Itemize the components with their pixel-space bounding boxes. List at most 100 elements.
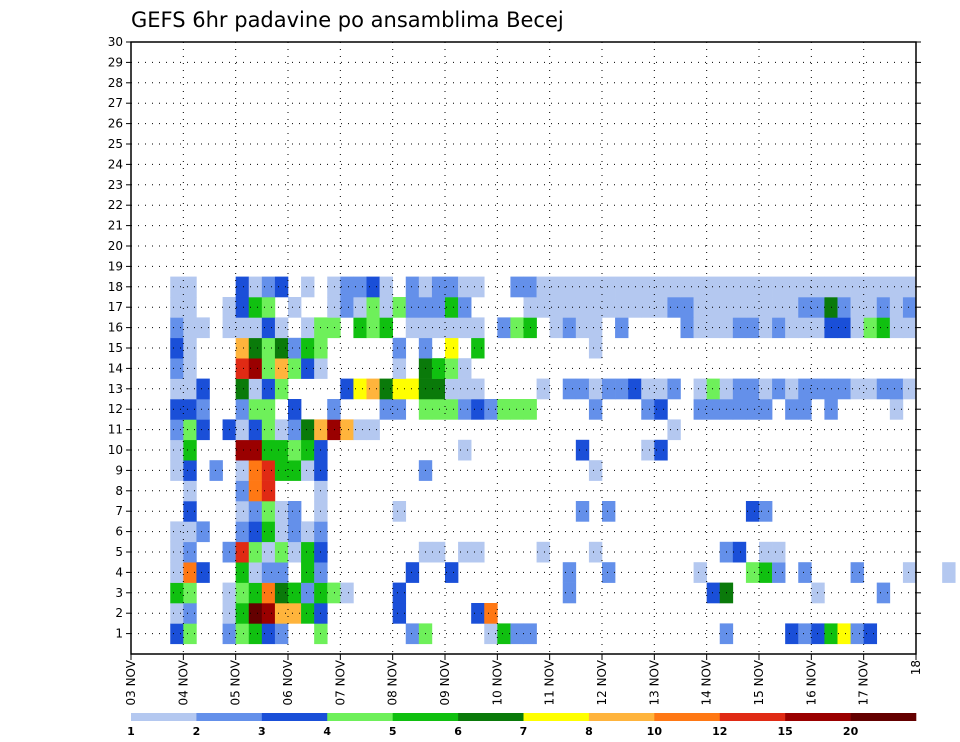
colorbar-swatch [719, 713, 786, 721]
heatmap-cell [235, 623, 250, 645]
heatmap-cell [706, 378, 721, 400]
heatmap-cell [654, 276, 668, 298]
heatmap-cell [248, 337, 263, 359]
heatmap-cell [445, 297, 459, 318]
heatmap-cell [235, 399, 250, 420]
heatmap-cell [850, 276, 864, 298]
heatmap-cell [235, 358, 250, 379]
heatmap-cell [745, 297, 760, 318]
colorbar-label: 20 [843, 725, 859, 738]
colorbar-swatch [261, 713, 328, 721]
colorbar-label: 10 [647, 725, 663, 738]
heatmap-cell [680, 276, 694, 298]
heatmap-cell [889, 399, 904, 420]
heatmap-cell [693, 317, 707, 339]
heatmap-cell [510, 623, 524, 645]
heatmap-cell [170, 358, 184, 379]
heatmap-cell [798, 276, 812, 298]
heatmap-cell [588, 297, 603, 318]
heatmap-cell [745, 501, 760, 522]
x-tick-label: 18 [909, 660, 923, 675]
heatmap-cell [327, 317, 341, 339]
heatmap-cell [772, 276, 786, 298]
heatmap-cell [693, 378, 707, 400]
heatmap-cell [902, 378, 917, 400]
heatmap-cell [235, 439, 250, 461]
heatmap-cell [340, 582, 354, 604]
heatmap-cell [837, 623, 851, 645]
colorbar-swatch [588, 713, 655, 721]
heatmap-cell [889, 297, 904, 318]
y-tick-label: 4 [115, 565, 123, 579]
colorbar-swatch [458, 713, 524, 721]
heatmap-cell [183, 582, 197, 604]
heatmap-cell [759, 297, 773, 318]
heatmap-cell [431, 276, 446, 298]
grid-lines [131, 41, 916, 654]
colorbar-swatch [850, 713, 917, 721]
heatmap-cell [641, 399, 655, 420]
heatmap-cell [706, 317, 721, 339]
heatmap-cell [458, 378, 472, 400]
heatmap-cell [458, 317, 472, 339]
heatmap-cell [732, 317, 747, 339]
heatmap-cells [170, 276, 956, 645]
heatmap-cell [235, 419, 250, 441]
heatmap-cell [602, 276, 616, 298]
heatmap-cell [850, 317, 864, 339]
heatmap-cell [392, 378, 407, 400]
heatmap-cell [706, 582, 721, 604]
heatmap-cell [732, 297, 747, 318]
y-tick-label: 26 [108, 117, 123, 131]
colorbar-swatch [785, 713, 851, 721]
heatmap-cell [183, 562, 197, 583]
heatmap-cell [837, 276, 851, 298]
heatmap-cell [431, 297, 446, 318]
heatmap-cell [641, 276, 655, 298]
chart-title: GEFS 6hr padavine po ansamblima Becej [131, 8, 564, 32]
heatmap-cell [248, 419, 263, 441]
heatmap-cell [288, 603, 302, 624]
heatmap-cell [693, 399, 707, 420]
heatmap-cell [261, 337, 276, 359]
y-tick-label: 25 [108, 137, 123, 151]
y-tick-label: 17 [108, 300, 123, 314]
heatmap-cell [405, 276, 420, 298]
heatmap-cell [235, 582, 250, 604]
heatmap-cell [654, 378, 668, 400]
heatmap-cell [798, 399, 812, 420]
heatmap-cell [863, 623, 878, 645]
heatmap-cell [811, 297, 825, 318]
heatmap-cell [183, 480, 197, 502]
heatmap-cell [431, 358, 446, 379]
heatmap-cell [588, 460, 603, 481]
heatmap-cell [772, 317, 786, 339]
heatmap-cell [301, 337, 315, 359]
heatmap-cell [445, 378, 459, 400]
heatmap-cell [248, 582, 263, 604]
heatmap-cell [170, 378, 184, 400]
heatmap-cell [261, 276, 276, 298]
heatmap-cell [588, 541, 603, 563]
heatmap-cell [248, 541, 263, 563]
heatmap-cell [405, 297, 420, 318]
heatmap-cell [261, 460, 276, 481]
heatmap-cell [248, 562, 263, 583]
heatmap-cell [641, 378, 655, 400]
heatmap-cell [798, 562, 812, 583]
heatmap-cell [431, 541, 446, 563]
y-tick-label: 15 [108, 341, 123, 355]
heatmap-cell [248, 439, 263, 461]
heatmap-cell [811, 582, 825, 604]
heatmap-cell [497, 399, 511, 420]
heatmap-cell [876, 276, 891, 298]
heatmap-cell [458, 439, 472, 461]
heatmap-cell [902, 276, 917, 298]
heatmap-cell [196, 562, 210, 583]
heatmap-cell [575, 297, 590, 318]
heatmap-cell [732, 276, 747, 298]
y-tick-label: 8 [115, 484, 123, 498]
y-tick-label: 3 [115, 586, 123, 600]
heatmap-cell [301, 562, 315, 583]
heatmap-cell [366, 297, 380, 318]
